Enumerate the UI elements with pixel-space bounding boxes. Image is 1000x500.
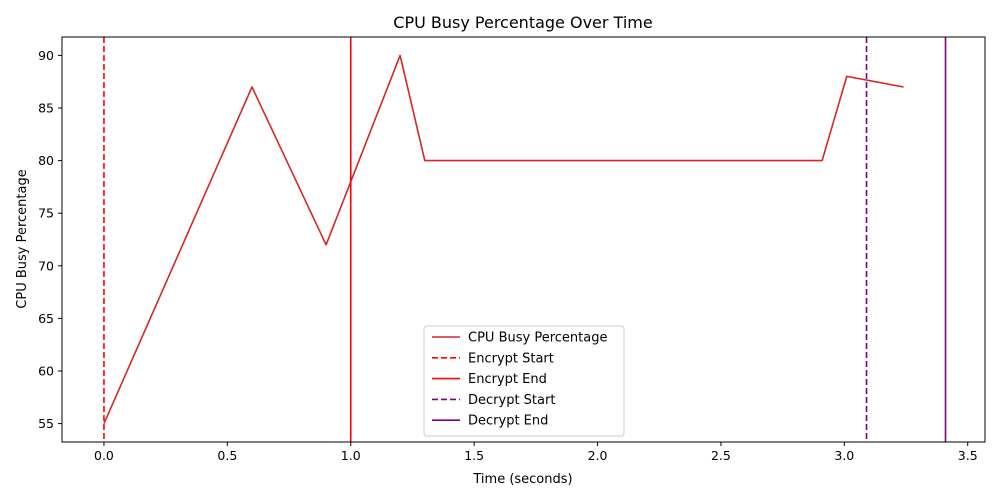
legend-label: Encrypt End bbox=[468, 372, 547, 387]
y-tick-label: 85 bbox=[38, 101, 54, 116]
y-tick-label: 80 bbox=[38, 153, 54, 168]
legend: CPU Busy Percentage Encrypt Start Encrypt … bbox=[423, 325, 625, 437]
x-axis-label: Time (seconds) bbox=[472, 472, 572, 487]
x-tick-label: 0.0 bbox=[94, 448, 114, 463]
y-axis-label: CPU Busy Percentage bbox=[15, 169, 30, 308]
x-tick-label: 3.5 bbox=[958, 448, 978, 463]
x-tick-label: 0.5 bbox=[217, 448, 237, 463]
plot-frame bbox=[61, 36, 986, 443]
legend-box bbox=[423, 325, 625, 437]
x-tick-label: 3.0 bbox=[834, 448, 854, 463]
x-tick-label: 1.0 bbox=[341, 448, 361, 463]
y-tick-label: 65 bbox=[38, 311, 54, 326]
legend-label: Decrypt End bbox=[468, 414, 548, 429]
x-tick-label: 2.5 bbox=[711, 448, 731, 463]
legend-label: Encrypt Start bbox=[468, 351, 554, 366]
y-tick-label: 55 bbox=[38, 416, 54, 431]
legend-label: CPU Busy Percentage bbox=[468, 331, 607, 346]
x-tick-label: 2.0 bbox=[588, 448, 608, 463]
cpu-busy-series-line bbox=[103, 54, 904, 424]
legend-label: Decrypt Start bbox=[468, 393, 555, 408]
x-tick-label: 1.5 bbox=[464, 448, 484, 463]
y-tick-label: 90 bbox=[38, 48, 54, 63]
y-tick-label: 70 bbox=[38, 258, 54, 273]
chart-title: CPU Busy Percentage Over Time bbox=[393, 13, 652, 32]
y-tick-label: 75 bbox=[38, 206, 54, 221]
y-tick-label: 60 bbox=[38, 363, 54, 378]
